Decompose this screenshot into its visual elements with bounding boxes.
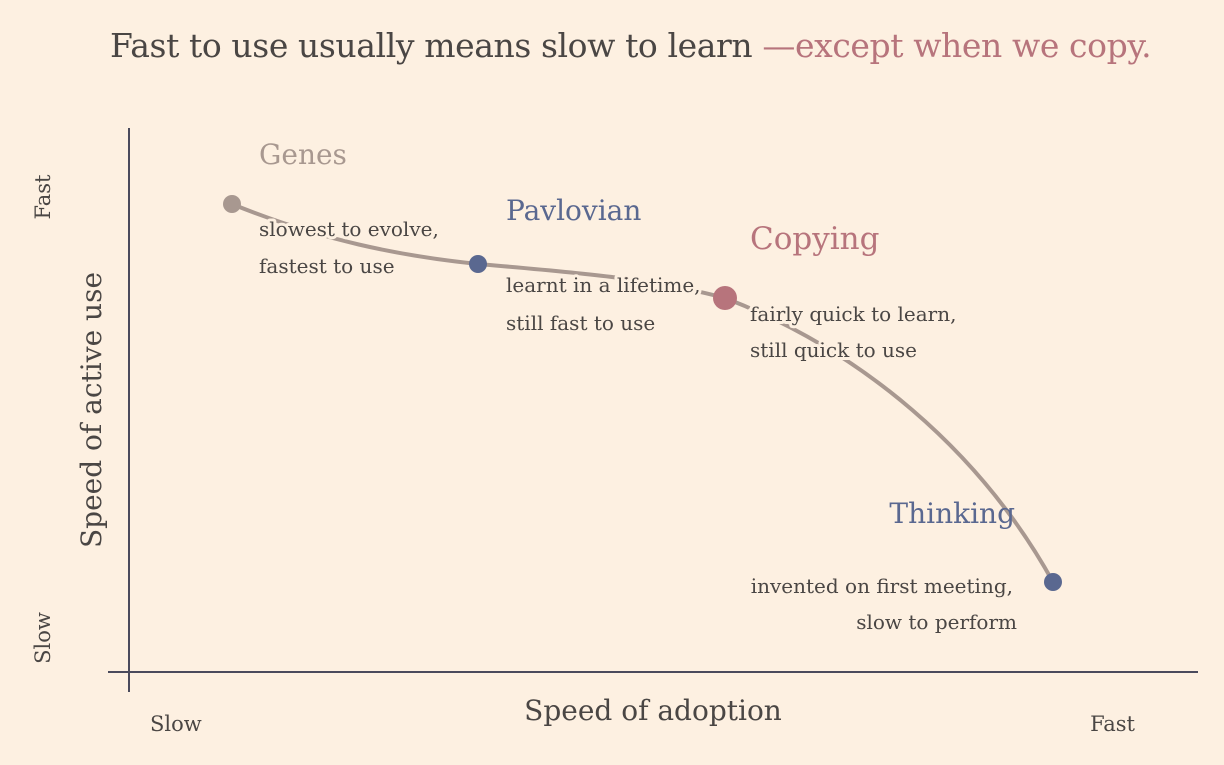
y-axis-slow-label: Slow	[31, 612, 55, 664]
copying-desc-line1: fairly quick to learn,	[750, 302, 956, 326]
pavlovian-marker	[469, 255, 487, 273]
x-axis-fast-label: Fast	[1090, 712, 1135, 736]
thinking-marker	[1044, 573, 1062, 591]
copying-heading: Copying	[750, 221, 879, 257]
y-axis-fast-label: Fast	[31, 174, 55, 219]
pavlovian-heading: Pavlovian	[506, 194, 641, 227]
x-axis-title: Speed of adoption	[524, 694, 782, 727]
tradeoff-curve	[230, 202, 1055, 584]
pavlovian-desc-line2: still fast to use	[506, 311, 655, 335]
genes-desc-line2: fastest to use	[259, 254, 395, 278]
thinking-heading: Thinking	[889, 497, 1015, 530]
genes-heading: Genes	[259, 138, 347, 171]
thinking-desc-line2: slow to perform	[856, 610, 1017, 634]
thinking-desc-line1: invented on first meeting,	[751, 574, 1013, 598]
copying-marker	[713, 286, 737, 310]
title-highlight: —except when we copy.	[762, 26, 1152, 65]
genes-marker	[223, 195, 241, 213]
y-axis-title: Speed of active use	[75, 272, 108, 548]
x-axis-slow-label: Slow	[150, 712, 202, 736]
title-main: Fast to use usually means slow to learn	[110, 26, 763, 65]
pavlovian-desc-line1: learnt in a lifetime,	[506, 273, 701, 297]
genes-desc-line1: slowest to evolve,	[259, 217, 439, 241]
copying-desc-line2: still quick to use	[750, 338, 917, 362]
diagram-title: Fast to use usually means slow to learn …	[110, 26, 1152, 65]
